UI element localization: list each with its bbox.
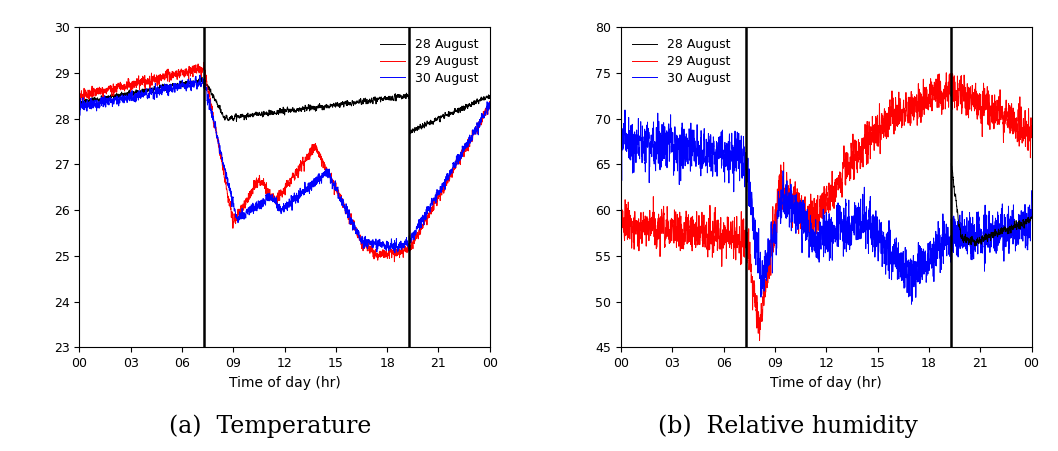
30 August [875,239,888,244]
28 August [1025,215,1038,221]
30 August [203,100,216,105]
29 August [333,193,346,198]
29 August [901,118,914,123]
30 August [901,272,914,278]
28 August [381,95,394,100]
30 August [388,250,401,256]
29 August [875,121,888,127]
29 August [753,338,766,343]
Line: 30 August: 30 August [79,75,490,253]
Legend: 28 August, 29 August, 30 August: 28 August, 29 August, 30 August [627,33,736,90]
X-axis label: Time of day (hr): Time of day (hr) [229,376,341,390]
29 August [360,243,372,249]
30 August [745,202,758,208]
30 August [953,238,966,243]
29 August [73,89,86,95]
30 August [381,243,394,249]
29 August [745,280,758,285]
28 August [360,101,372,106]
29 August [953,86,966,91]
X-axis label: Time of day (hr): Time of day (hr) [770,376,882,390]
30 August [333,196,346,202]
28 August [412,125,424,130]
28 August [484,93,496,98]
29 August [901,118,914,123]
28 August [360,101,372,106]
Line: 28 August: 28 August [79,77,490,133]
28 August [196,74,208,80]
29 August [412,236,424,242]
29 August [484,100,496,105]
Text: (a)  Temperature: (a) Temperature [168,414,371,438]
30 August [906,302,918,307]
30 August [360,240,372,246]
29 August [360,240,372,246]
30 August [73,103,86,109]
30 August [194,73,206,78]
30 August [619,107,632,113]
29 August [381,251,394,256]
Text: (b)  Relative humidity: (b) Relative humidity [658,414,918,438]
28 August [203,87,216,92]
Legend: 28 August, 29 August, 30 August: 28 August, 29 August, 30 August [375,33,484,90]
30 August [1025,188,1038,193]
29 August [198,60,211,65]
Line: 30 August: 30 August [621,110,1032,304]
29 August [203,93,216,99]
28 August [333,104,346,109]
28 August [73,99,86,104]
30 August [412,223,424,229]
Line: 29 August: 29 August [79,62,490,262]
30 August [901,281,914,286]
30 August [615,138,627,144]
30 August [360,239,372,244]
28 August [404,131,417,136]
29 August [615,217,627,223]
29 August [924,95,936,100]
29 August [940,70,952,75]
Line: 29 August: 29 August [621,73,1032,341]
29 August [388,259,401,264]
30 August [484,106,496,112]
30 August [924,240,936,246]
29 August [1025,123,1038,129]
28 August [953,224,966,230]
Line: 28 August: 28 August [951,164,1032,246]
